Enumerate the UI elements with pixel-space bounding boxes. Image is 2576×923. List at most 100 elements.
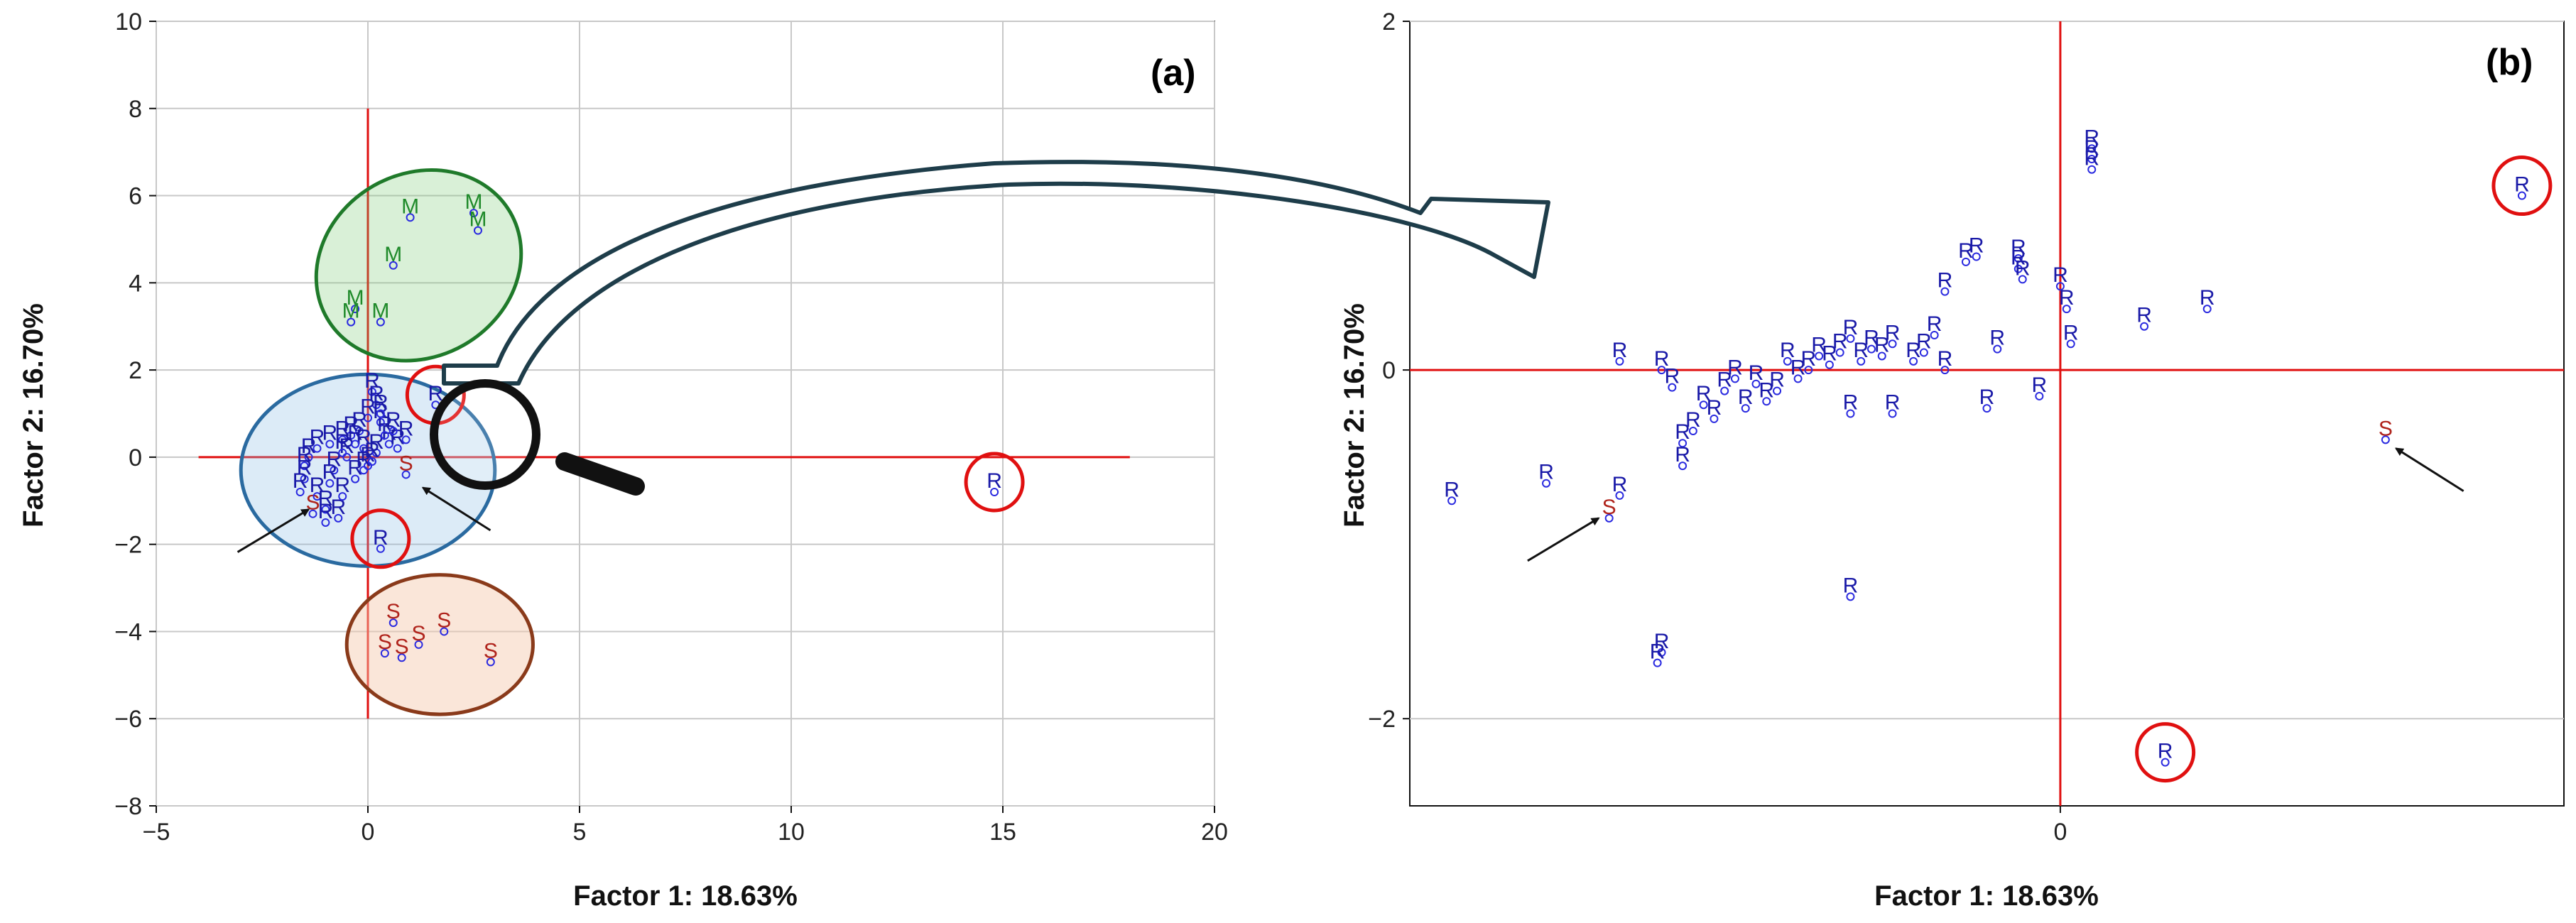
point-label-R: R bbox=[297, 443, 313, 466]
point-marker-M bbox=[469, 209, 478, 218]
point-label-R: R bbox=[347, 457, 363, 480]
point-marker-R bbox=[1804, 366, 1813, 375]
point-marker-M bbox=[376, 317, 385, 327]
tick-label-y: 10 bbox=[115, 9, 142, 36]
point-marker-R bbox=[313, 492, 322, 501]
point-marker-R bbox=[325, 479, 335, 488]
pointer-arrow bbox=[237, 508, 310, 553]
point-label-R: R bbox=[1780, 339, 1795, 362]
point-label-R: R bbox=[1938, 269, 1953, 293]
point-label-R: R bbox=[2011, 246, 2026, 270]
panel-a-xlabel: Factor 1: 18.63% bbox=[573, 880, 798, 912]
panel-b-label: (b) bbox=[2486, 42, 2533, 83]
point-label-R: R bbox=[1989, 327, 2005, 350]
point-marker-R bbox=[990, 488, 999, 496]
point-marker-R bbox=[376, 409, 385, 418]
point-marker-R bbox=[1762, 397, 1771, 406]
point-label-R: R bbox=[364, 439, 380, 462]
point-marker-R bbox=[1867, 344, 1876, 354]
point-marker-R bbox=[300, 462, 309, 471]
point-marker-R bbox=[1930, 331, 1939, 339]
point-label-R: R bbox=[297, 457, 313, 480]
point-label-R: R bbox=[2011, 236, 2026, 259]
point-marker-R bbox=[2202, 305, 2212, 314]
point-label-R: R bbox=[2032, 373, 2048, 397]
point-marker-R bbox=[338, 435, 347, 444]
point-label-R: R bbox=[398, 417, 414, 440]
point-marker-R bbox=[401, 435, 411, 444]
point-label-R: R bbox=[335, 430, 350, 454]
point-label-R: R bbox=[364, 369, 380, 393]
point-label-R: R bbox=[1811, 333, 1827, 356]
tick-label-y: 0 bbox=[129, 444, 142, 471]
point-label-R: R bbox=[335, 417, 350, 440]
point-label-R: R bbox=[1769, 368, 1785, 392]
point-label-R: R bbox=[1843, 391, 1859, 415]
cluster-ellipse-green bbox=[314, 168, 523, 363]
point-marker-R bbox=[1961, 257, 1970, 266]
point-marker-M bbox=[388, 261, 398, 270]
point-label-R: R bbox=[1727, 356, 1743, 379]
point-marker-R bbox=[2140, 322, 2149, 331]
outlier-circle bbox=[964, 452, 1025, 513]
point-label-R: R bbox=[1874, 333, 1890, 356]
tick-label-y: 2 bbox=[129, 357, 142, 384]
point-label-M: M bbox=[347, 286, 364, 310]
point-marker-R bbox=[1846, 409, 1855, 418]
point-label-R: R bbox=[1612, 473, 1628, 496]
point-marker-M bbox=[406, 213, 415, 222]
point-marker-R bbox=[1825, 360, 1834, 369]
point-label-R: R bbox=[1538, 461, 1554, 484]
point-marker-R bbox=[380, 431, 389, 440]
point-marker-R bbox=[1741, 404, 1750, 413]
point-label-R: R bbox=[1979, 386, 1995, 409]
point-marker-R bbox=[347, 431, 356, 440]
point-label-S: S bbox=[437, 608, 451, 632]
tick-label-y: 0 bbox=[1382, 357, 1396, 384]
point-label-R: R bbox=[2136, 304, 2152, 327]
point-marker-R bbox=[321, 505, 330, 514]
point-marker-R bbox=[304, 452, 313, 462]
point-marker-R bbox=[371, 448, 381, 457]
point-label-R: R bbox=[1864, 327, 1879, 350]
point-marker-R bbox=[1846, 592, 1855, 601]
point-label-R: R bbox=[373, 400, 388, 423]
point-label-R: R bbox=[1927, 312, 1942, 336]
point-label-R: R bbox=[386, 408, 401, 432]
tick-label-x: 10 bbox=[778, 819, 805, 846]
magnifier-icon bbox=[430, 379, 645, 496]
point-marker-R bbox=[1447, 496, 1457, 506]
point-label-R: R bbox=[1832, 330, 1848, 354]
point-label-S: S bbox=[2379, 417, 2393, 440]
point-marker-R bbox=[1688, 427, 1697, 436]
point-marker-S bbox=[414, 640, 423, 649]
point-label-R: R bbox=[987, 469, 1002, 493]
point-label-R: R bbox=[352, 408, 367, 432]
point-label-R: R bbox=[2084, 136, 2099, 160]
outlier-circle bbox=[350, 508, 411, 569]
point-label-R: R bbox=[2200, 286, 2215, 310]
point-label-M: M bbox=[384, 243, 402, 266]
point-label-S: S bbox=[386, 600, 401, 623]
point-marker-R bbox=[1720, 386, 1729, 395]
point-marker-R bbox=[295, 488, 305, 496]
point-label-R: R bbox=[1801, 347, 1817, 371]
point-label-R: R bbox=[293, 469, 308, 493]
point-label-R: R bbox=[2053, 263, 2068, 287]
point-marker-R bbox=[2035, 391, 2044, 400]
point-marker-R bbox=[376, 417, 385, 427]
point-marker-R bbox=[1653, 658, 1662, 667]
point-label-R: R bbox=[1738, 386, 1754, 409]
point-label-R: R bbox=[1843, 316, 1859, 339]
point-marker-R bbox=[1919, 348, 1928, 357]
point-label-R: R bbox=[1664, 365, 1680, 388]
point-label-R: R bbox=[310, 426, 325, 449]
point-label-R: R bbox=[1853, 339, 1869, 362]
point-label-S: S bbox=[1602, 496, 1616, 519]
point-marker-R bbox=[359, 466, 369, 475]
point-label-R: R bbox=[301, 435, 317, 458]
point-label-S: S bbox=[395, 635, 409, 658]
point-label-R: R bbox=[330, 496, 346, 519]
point-marker-R bbox=[1888, 409, 1897, 418]
